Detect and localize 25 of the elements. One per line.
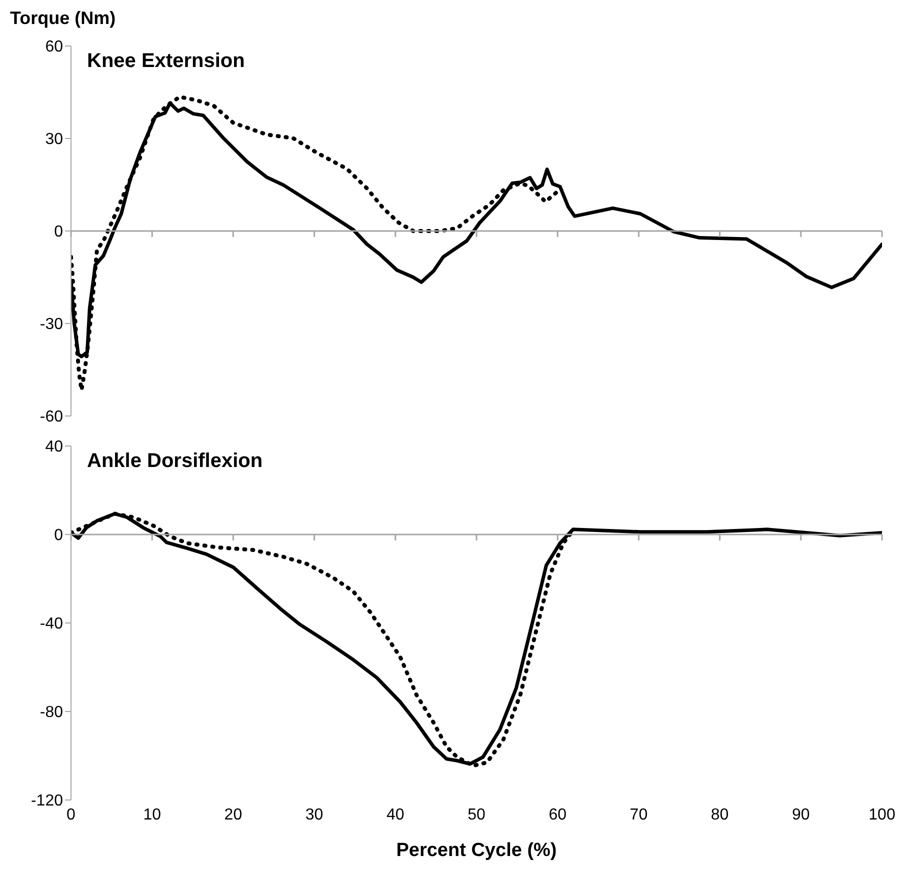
x-tick-label: 0 — [66, 806, 76, 824]
y-tick-label: -30 — [40, 316, 64, 334]
y-tick-label: 0 — [54, 224, 64, 241]
x-tick-label: 10 — [143, 806, 162, 824]
y-tick-label: -40 — [40, 616, 64, 633]
y-tick-label: -120 — [30, 792, 64, 810]
y-tick-label: 40 — [45, 438, 64, 456]
y-tick-label: -60 — [40, 408, 64, 426]
chart-title: Ankle Dorsiflexion — [87, 450, 263, 473]
x-tick-label: 30 — [305, 806, 324, 824]
x-tick-label: 60 — [548, 806, 567, 824]
x-axis-title: Percent Cycle (%) — [396, 840, 557, 861]
y-tick-label: 60 — [45, 38, 64, 56]
y-tick-label: 30 — [45, 131, 64, 148]
chart-title: Knee Externsion — [87, 50, 245, 73]
x-tick-label: 100 — [868, 806, 896, 824]
x-tick-label: 90 — [792, 806, 810, 824]
x-tick-label: 80 — [710, 806, 729, 824]
x-tick-label: 20 — [224, 806, 242, 824]
y-tick-label: -80 — [40, 704, 64, 722]
x-tick-label: 70 — [630, 806, 648, 824]
x-tick-label: 40 — [386, 806, 404, 824]
y-axis-title: Torque (Nm) — [10, 8, 117, 30]
x-tick-label: 50 — [468, 806, 486, 824]
y-tick-label: 0 — [54, 527, 64, 544]
